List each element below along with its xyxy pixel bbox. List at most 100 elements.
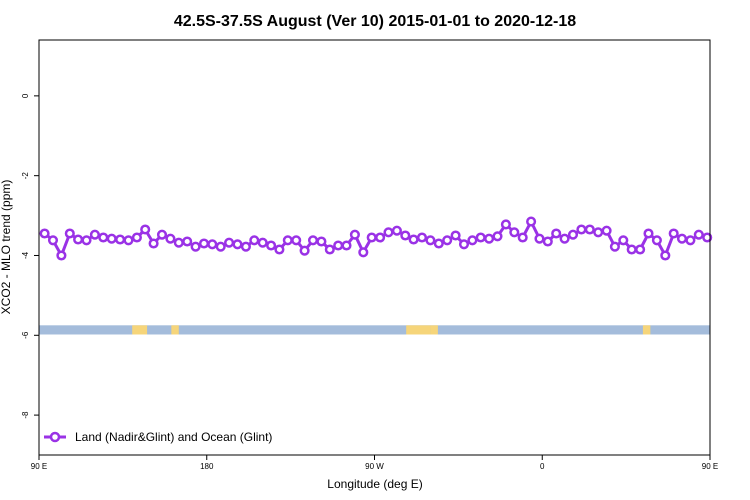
data-point — [156, 229, 168, 240]
data-point — [542, 236, 553, 247]
data-point — [165, 233, 176, 244]
data-point — [173, 237, 184, 248]
data-point — [408, 234, 419, 245]
data-point — [450, 230, 461, 241]
data-point — [190, 241, 201, 252]
y-tick-label: -2 — [21, 172, 30, 180]
legend-label: Land (Nadir&Glint) and Ocean (Glint) — [75, 430, 272, 444]
data-point — [307, 235, 319, 246]
data-point — [559, 233, 570, 244]
data-point — [39, 228, 50, 239]
data-point — [316, 236, 327, 247]
data-point — [274, 244, 285, 255]
data-point — [349, 229, 360, 240]
ocean-band — [39, 325, 710, 335]
data-point — [148, 238, 159, 249]
data-point — [635, 244, 646, 255]
data-point — [215, 241, 226, 252]
data-point — [660, 250, 671, 261]
data-point — [668, 228, 679, 239]
land-segment — [642, 325, 651, 335]
data-point — [517, 232, 528, 243]
data-point — [651, 235, 662, 246]
data-point — [425, 235, 436, 246]
data-point — [115, 234, 126, 245]
data-point — [224, 237, 235, 248]
data-point — [593, 227, 604, 238]
data-point — [693, 229, 704, 240]
data-point — [324, 244, 335, 255]
data-point — [685, 235, 696, 246]
land-segment — [171, 325, 179, 335]
data-point — [643, 228, 654, 239]
y-tick-label: -4 — [21, 251, 30, 259]
series-layer — [39, 216, 713, 261]
data-point — [299, 245, 310, 256]
data-point — [375, 232, 386, 243]
data-point — [282, 235, 293, 246]
data-point — [702, 232, 713, 243]
data-point — [618, 235, 629, 246]
data-point — [467, 235, 478, 246]
x-axis: 90 E 180 90 W 0 90 E — [31, 455, 718, 471]
data-point — [358, 247, 369, 258]
data-point — [47, 235, 59, 246]
data-point — [475, 232, 486, 243]
data-point — [500, 219, 511, 230]
y-tick-label: -6 — [21, 331, 30, 339]
data-point — [106, 233, 117, 244]
land-segment — [430, 325, 438, 335]
x-axis-label: Longitude (deg E) — [327, 477, 422, 491]
data-point — [232, 239, 243, 250]
x-tick-label: 90 W — [365, 462, 384, 471]
data-point — [56, 250, 67, 261]
data-point — [89, 229, 100, 240]
data-point — [391, 225, 402, 236]
data-point — [333, 240, 344, 251]
data-point — [73, 234, 84, 245]
data-point — [257, 237, 268, 248]
land-segment — [132, 325, 148, 335]
data-point — [416, 232, 428, 243]
y-axis-label: XCO2 - MLO trend (ppm) — [0, 180, 13, 315]
data-point — [676, 233, 688, 244]
data-point — [567, 229, 579, 240]
data-point — [534, 233, 545, 244]
data-point — [400, 230, 411, 241]
land-segment — [406, 325, 431, 335]
data-point — [240, 241, 251, 252]
data-point — [140, 224, 151, 235]
data-point — [131, 232, 142, 243]
data-point — [609, 241, 620, 252]
data-point — [442, 235, 453, 246]
x-tick-label: 90 E — [31, 462, 47, 471]
data-point — [551, 228, 562, 239]
data-point — [601, 225, 612, 236]
data-point — [291, 235, 302, 246]
data-point — [249, 235, 260, 246]
data-point — [492, 231, 503, 242]
y-tick-label: 0 — [21, 93, 30, 98]
data-point — [207, 239, 218, 250]
data-point — [123, 235, 134, 246]
x-tick-label: 0 — [540, 462, 545, 471]
data-point — [64, 228, 75, 239]
data-point — [458, 239, 470, 250]
data-point — [626, 244, 637, 255]
y-tick-label: -8 — [21, 411, 30, 419]
legend-marker — [49, 431, 61, 443]
data-point — [366, 232, 377, 243]
data-point — [383, 227, 394, 238]
data-point — [81, 235, 92, 246]
data-point — [266, 240, 277, 251]
x-tick-label: 90 E — [702, 462, 718, 471]
data-point — [182, 236, 193, 247]
data-point — [584, 224, 595, 235]
data-point — [526, 216, 537, 227]
data-point — [484, 233, 495, 244]
data-point — [576, 224, 587, 235]
x-tick-label: 180 — [200, 462, 214, 471]
data-point — [341, 240, 352, 251]
surface-band — [39, 325, 710, 335]
